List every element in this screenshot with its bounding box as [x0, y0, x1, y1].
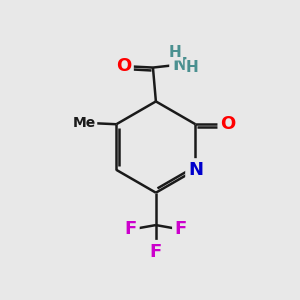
Text: F: F: [150, 243, 162, 261]
Text: F: F: [175, 220, 187, 238]
Text: O: O: [116, 57, 131, 75]
Text: Me: Me: [72, 116, 96, 130]
Text: N: N: [188, 161, 203, 179]
Text: H: H: [185, 60, 198, 75]
Text: H: H: [169, 45, 182, 60]
Text: N: N: [172, 56, 187, 74]
Text: O: O: [220, 115, 236, 133]
Text: F: F: [125, 220, 137, 238]
